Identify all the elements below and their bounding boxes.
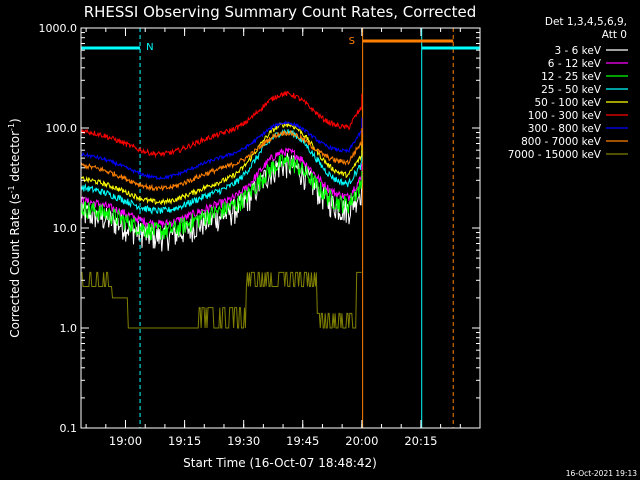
legend-label: 100 - 300 keV [528, 110, 602, 122]
y-tick-label: 10.0 [53, 222, 78, 235]
legend-header-line-1: Det 1,3,4,5,6,9, [545, 16, 627, 28]
y-label-part-2: detector [8, 131, 22, 186]
series-line-3 [81, 128, 363, 215]
legend-label: 300 - 800 keV [528, 123, 602, 135]
y-label-exp-2: -1 [7, 123, 16, 131]
x-tick-label: 19:15 [168, 434, 201, 448]
legend-label: 7000 - 15000 keV [508, 149, 602, 161]
series-line-7 [81, 128, 363, 192]
y-tick-label: 1.0 [60, 322, 78, 335]
y-tick-label: 100.0 [46, 122, 78, 135]
legend-label: 12 - 25 keV [541, 71, 602, 83]
y-label-part-1: Corrected Count Rate (s [8, 193, 22, 337]
legend-header-line-2: Att 0 [602, 29, 627, 41]
y-label-part-3: ) [8, 118, 22, 123]
legend-label: 25 - 50 keV [541, 84, 602, 96]
x-tick-label: 20:00 [345, 434, 378, 448]
generation-timestamp: 16-Oct-2021 19:13 [566, 469, 637, 478]
night-marker-label: N [146, 42, 153, 53]
y-tick-label: 0.1 [60, 422, 78, 435]
legend-label: 3 - 6 keV [554, 45, 601, 57]
legend-label: 6 - 12 keV [548, 58, 602, 70]
y-axis-label: Corrected Count Rate (s-1 detector-1) [7, 118, 22, 337]
saa-marker-label: S [349, 36, 355, 47]
legend-label: 800 - 7000 keV [521, 136, 602, 148]
x-tick-label: 19:00 [109, 434, 142, 448]
series-line-5 [81, 90, 363, 159]
y-tick-label: 1000.0 [39, 22, 78, 35]
legend-label: 50 - 100 keV [534, 97, 601, 109]
chart-title: RHESSI Observing Summary Count Rates, Co… [84, 3, 477, 21]
x-tick-label: 19:45 [286, 434, 319, 448]
x-axis-label: Start Time (16-Oct-07 18:48:42) [183, 456, 377, 470]
y-label-exp-1: -1 [7, 185, 16, 193]
series-line-8 [81, 271, 362, 329]
series-line-2 [81, 154, 363, 241]
x-tick-label: 20:15 [404, 434, 437, 448]
series-line-6 [81, 117, 363, 181]
x-tick-label: 19:30 [227, 434, 260, 448]
